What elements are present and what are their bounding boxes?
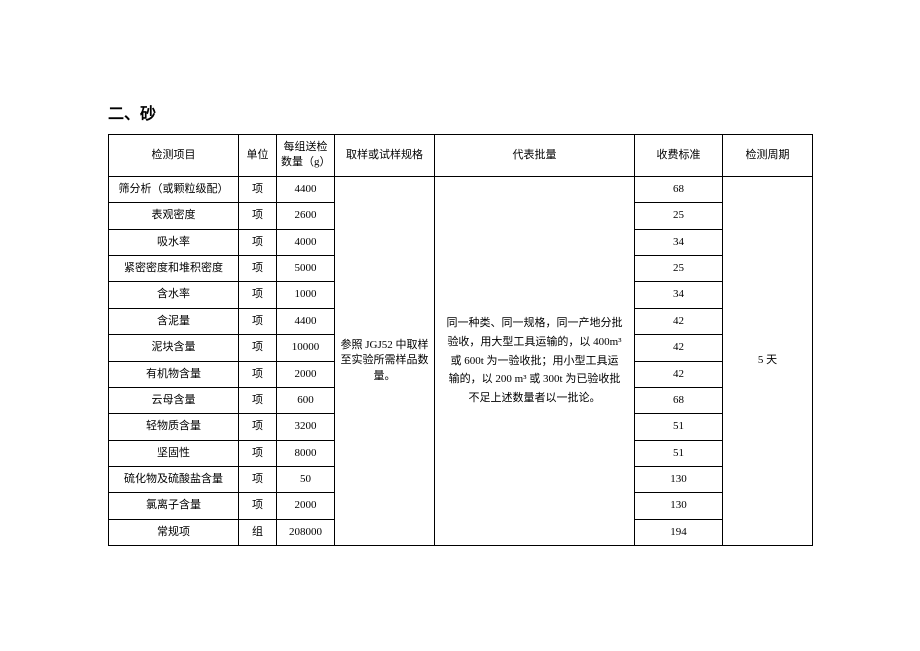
cell-item: 吸水率 [109,229,239,255]
cell-item: 含水率 [109,282,239,308]
cell-fee: 34 [635,229,723,255]
cell-unit: 项 [239,203,277,229]
cell-item: 筛分析（或颗粒级配） [109,176,239,202]
cell-unit: 项 [239,467,277,493]
cell-qty: 10000 [277,335,335,361]
cell-item: 硫化物及硫酸盐含量 [109,467,239,493]
cell-fee: 130 [635,467,723,493]
cell-item: 泥块含量 [109,335,239,361]
section-title: 二、砂 [108,100,812,124]
cell-item: 常规项 [109,519,239,545]
cell-fee: 25 [635,203,723,229]
cell-fee: 51 [635,414,723,440]
cell-fee: 42 [635,335,723,361]
cell-unit: 项 [239,255,277,281]
cell-unit: 项 [239,335,277,361]
cell-batch-desc: 同一种类、同一规格，同一产地分批验收，用大型工具运输的，以 400m³ 或 60… [435,176,635,545]
cell-item: 表观密度 [109,203,239,229]
cell-item: 轻物质含量 [109,414,239,440]
cell-fee: 68 [635,387,723,413]
cell-unit: 组 [239,519,277,545]
cell-unit: 项 [239,308,277,334]
cell-qty: 3200 [277,414,335,440]
cell-unit: 项 [239,282,277,308]
sand-test-table: 检测项目 单位 每组送检数量（g） 取样或试样规格 代表批量 收费标准 检测周期… [108,134,813,546]
cell-qty: 2600 [277,203,335,229]
cell-unit: 项 [239,493,277,519]
header-qty: 每组送检数量（g） [277,135,335,177]
cell-item: 氯离子含量 [109,493,239,519]
header-batch: 代表批量 [435,135,635,177]
cell-qty: 1000 [277,282,335,308]
header-unit: 单位 [239,135,277,177]
cell-fee: 68 [635,176,723,202]
cell-fee: 34 [635,282,723,308]
cell-sample-spec: 参照 JGJ52 中取样至实验所需样品数量。 [335,176,435,545]
cell-unit: 项 [239,176,277,202]
cell-fee: 51 [635,440,723,466]
cell-qty: 4000 [277,229,335,255]
cell-qty: 2000 [277,493,335,519]
table-body: 筛分析（或颗粒级配）项4400参照 JGJ52 中取样至实验所需样品数量。同一种… [109,176,813,545]
cell-fee: 42 [635,308,723,334]
cell-unit: 项 [239,440,277,466]
cell-fee: 25 [635,255,723,281]
cell-qty: 600 [277,387,335,413]
cell-unit: 项 [239,229,277,255]
header-sample: 取样或试样规格 [335,135,435,177]
cell-qty: 208000 [277,519,335,545]
header-period: 检测周期 [723,135,813,177]
cell-qty: 2000 [277,361,335,387]
cell-item: 有机物含量 [109,361,239,387]
table-header-row: 检测项目 单位 每组送检数量（g） 取样或试样规格 代表批量 收费标准 检测周期 [109,135,813,177]
cell-qty: 4400 [277,308,335,334]
cell-fee: 130 [635,493,723,519]
cell-unit: 项 [239,387,277,413]
table-row: 筛分析（或颗粒级配）项4400参照 JGJ52 中取样至实验所需样品数量。同一种… [109,176,813,202]
header-fee: 收费标准 [635,135,723,177]
cell-item: 紧密密度和堆积密度 [109,255,239,281]
cell-fee: 42 [635,361,723,387]
cell-item: 含泥量 [109,308,239,334]
cell-fee: 194 [635,519,723,545]
cell-period: 5 天 [723,176,813,545]
cell-unit: 项 [239,361,277,387]
cell-qty: 50 [277,467,335,493]
cell-item: 坚固性 [109,440,239,466]
cell-unit: 项 [239,414,277,440]
cell-qty: 5000 [277,255,335,281]
cell-qty: 8000 [277,440,335,466]
header-item: 检测项目 [109,135,239,177]
cell-item: 云母含量 [109,387,239,413]
cell-qty: 4400 [277,176,335,202]
